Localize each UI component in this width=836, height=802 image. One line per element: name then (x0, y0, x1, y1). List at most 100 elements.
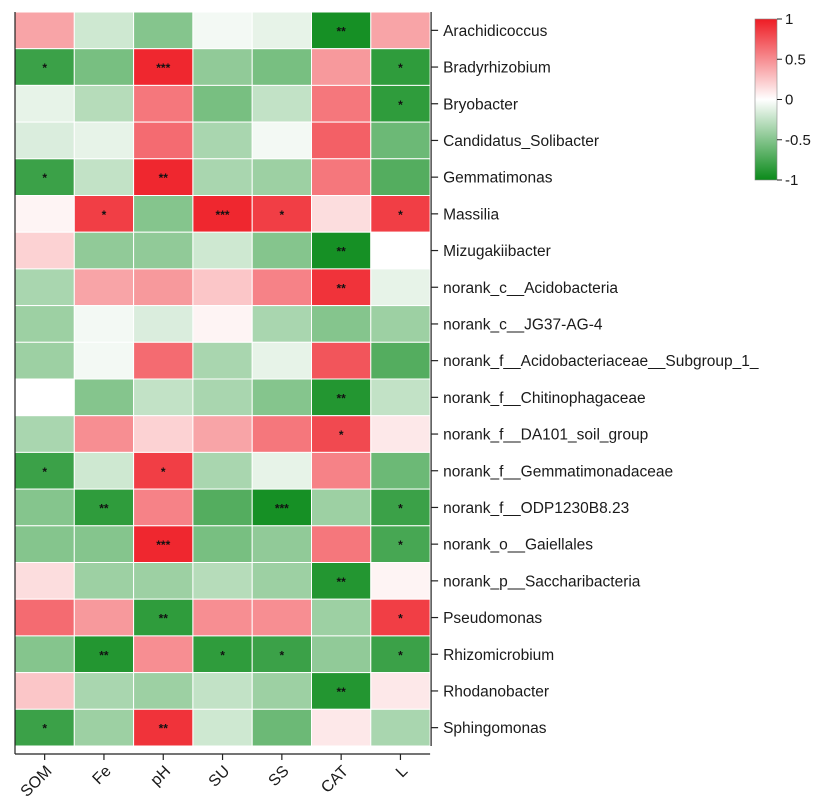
heatmap-cell (192, 121, 253, 160)
heatmap-cell (73, 451, 135, 490)
column-label: pH (148, 763, 174, 789)
heatmap-cell (192, 341, 253, 380)
significance-mark: * (42, 465, 47, 479)
heatmap-cell (251, 121, 312, 160)
row-label: Rhizomicrobium (443, 647, 554, 664)
row-label: norank_f__DA101_soil_group (443, 427, 648, 444)
heatmap-cell (370, 525, 431, 563)
heatmap-cell (251, 158, 312, 197)
heatmap-cell (14, 488, 75, 527)
heatmap-cell (133, 451, 194, 490)
row-label: norank_f__Acidobacteriaceae__Subgroup_1_ (443, 353, 759, 370)
heatmap-cell (370, 415, 431, 453)
column-label: Fe (90, 763, 115, 788)
heatmap-cell (73, 525, 135, 563)
column-label: SS (266, 763, 293, 790)
row-labels: Arachidicoccus Bradyrhizobium Bryobacter Ca… (443, 23, 759, 737)
heatmap-cell (73, 672, 135, 710)
heatmap-cell (251, 488, 312, 527)
heatmap-cell (133, 305, 194, 343)
heatmap-cell (73, 488, 135, 527)
heatmap-cell (73, 305, 135, 343)
row-label: norank_f__Gemmatimonadaceae (443, 463, 673, 480)
heatmap-cell (133, 488, 194, 527)
heatmap-cell (192, 415, 253, 453)
row-label: Candidatus_Solibacter (443, 133, 599, 150)
heatmap-cell (133, 635, 194, 674)
heatmap-cell (14, 48, 75, 86)
column-label: SU (206, 763, 234, 791)
heatmap-cell (251, 378, 312, 417)
heatmap-cell (311, 11, 372, 50)
significance-mark: * (161, 465, 166, 479)
heatmap-cell (14, 268, 75, 307)
heatmap-cell (251, 451, 312, 490)
column-label: SOM (18, 763, 56, 801)
heatmap-cell (311, 488, 372, 527)
significance-mark: * (339, 428, 344, 442)
row-label: norank_c__JG37-AG-4 (443, 316, 603, 333)
heatmap-cell (370, 11, 431, 50)
color-scale-label: -1 (785, 172, 798, 189)
heatmap-cell (133, 672, 194, 710)
significance-mark: * (42, 171, 47, 185)
heatmap-cells (14, 11, 431, 747)
row-label: Arachidicoccus (443, 23, 547, 40)
significance-mark: * (42, 722, 47, 736)
heatmap-cell (14, 121, 75, 160)
heatmap-cell (251, 48, 312, 86)
heatmap-cell (370, 635, 431, 674)
heatmap-cell (14, 378, 75, 417)
heatmap-cell (73, 378, 135, 417)
heatmap-cell (370, 121, 431, 160)
heatmap-cell (192, 84, 253, 123)
heatmap-cell (192, 378, 253, 417)
heatmap-cell (73, 48, 135, 86)
heatmap-cell (251, 598, 312, 637)
heatmap-cell (14, 341, 75, 380)
heatmap-cell (251, 231, 312, 270)
row-label: Massilia (443, 206, 499, 223)
heatmap-cell (133, 378, 194, 417)
heatmap-cell (311, 84, 372, 123)
heatmap-cell (370, 488, 431, 527)
heatmap-cell (311, 195, 372, 233)
heatmap-cell (73, 598, 135, 637)
heatmap-cell (311, 708, 372, 747)
heatmap-cell (311, 635, 372, 674)
heatmap-cell (192, 525, 253, 563)
heatmap-cell (133, 525, 194, 563)
significance-mark: ** (159, 612, 169, 626)
heatmap-cell (73, 158, 135, 197)
heatmap-cell (192, 48, 253, 86)
significance-mark: * (398, 98, 403, 112)
heatmap-cell (73, 231, 135, 270)
significance-mark: * (280, 648, 285, 662)
heatmap-cell (251, 84, 312, 123)
significance-mark: ** (99, 648, 109, 662)
heatmap-cell (311, 305, 372, 343)
heatmap-cell (192, 305, 253, 343)
row-label: Mizugakiibacter (443, 243, 551, 260)
row-label: norank_c__Acidobacteria (443, 280, 618, 297)
significance-mark: ** (99, 501, 109, 515)
heatmap-cell (370, 231, 431, 270)
heatmap-cell (192, 231, 253, 270)
significance-mark: * (280, 208, 285, 222)
heatmap-cell (251, 562, 312, 600)
column-labels: SOM Fe pH SU SS CAT L (18, 763, 412, 801)
significance-mark: * (102, 208, 107, 222)
heatmap-cell (73, 562, 135, 600)
row-label: Gemmatimonas (443, 170, 553, 187)
color-scale-label: -0.5 (785, 132, 811, 149)
heatmap-cell (370, 708, 431, 747)
significance-mark: * (398, 208, 403, 222)
significance-mark: ** (336, 24, 346, 38)
column-label: L (393, 763, 411, 781)
heatmap-cell (251, 635, 312, 674)
heatmap-cell (14, 84, 75, 123)
heatmap-cell (73, 708, 135, 747)
row-label: norank_f__Chitinophagaceae (443, 390, 646, 407)
heatmap-cell (311, 525, 372, 563)
heatmap-cell (73, 415, 135, 453)
